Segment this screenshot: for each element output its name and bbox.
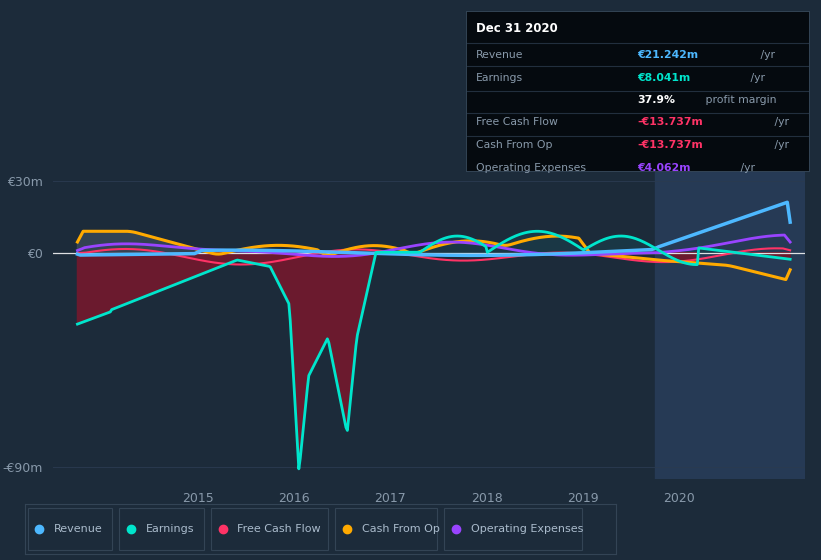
Text: Revenue: Revenue — [54, 524, 103, 534]
Text: Earnings: Earnings — [476, 73, 523, 83]
Text: /yr: /yr — [771, 118, 789, 127]
Text: 37.9%: 37.9% — [637, 95, 675, 105]
Text: /yr: /yr — [771, 141, 789, 151]
Text: €4.062m: €4.062m — [637, 163, 690, 173]
Text: /yr: /yr — [747, 73, 765, 83]
Text: /yr: /yr — [736, 163, 754, 173]
Text: -€13.737m: -€13.737m — [637, 141, 703, 151]
Text: €21.242m: €21.242m — [637, 49, 698, 59]
Text: Operating Expenses: Operating Expenses — [471, 524, 583, 534]
Text: Operating Expenses: Operating Expenses — [476, 163, 586, 173]
Text: Cash From Op: Cash From Op — [476, 141, 553, 151]
Text: -€13.737m: -€13.737m — [637, 118, 703, 127]
Bar — [655, 146, 805, 479]
Text: profit margin: profit margin — [702, 95, 777, 105]
Text: €8.041m: €8.041m — [637, 73, 690, 83]
Text: Earnings: Earnings — [146, 524, 195, 534]
Text: Free Cash Flow: Free Cash Flow — [476, 118, 557, 127]
Text: Dec 31 2020: Dec 31 2020 — [476, 22, 557, 35]
Text: Cash From Op: Cash From Op — [361, 524, 439, 534]
Text: Revenue: Revenue — [476, 49, 523, 59]
Text: /yr: /yr — [757, 49, 775, 59]
Text: Free Cash Flow: Free Cash Flow — [237, 524, 321, 534]
